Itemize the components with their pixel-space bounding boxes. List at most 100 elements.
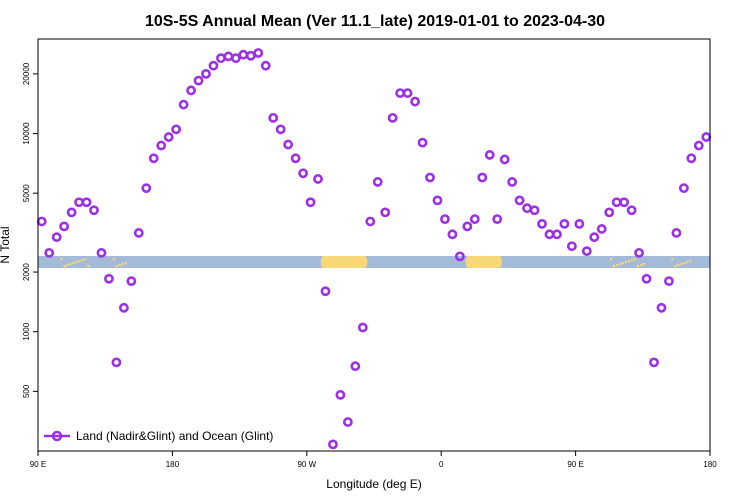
x-axis-label: Longitude (deg E) <box>326 477 421 491</box>
data-point <box>275 124 286 135</box>
data-point <box>81 197 92 208</box>
land-speck <box>642 263 646 266</box>
land-speck <box>636 265 640 268</box>
data-point <box>499 154 510 165</box>
data-point <box>641 273 652 284</box>
data-point <box>559 218 570 229</box>
data-point <box>283 139 294 150</box>
data-point <box>186 85 196 96</box>
y-tick-label: 20000 <box>22 62 31 85</box>
land-speck <box>124 262 127 265</box>
data-point <box>230 53 241 64</box>
land-speck <box>689 260 692 263</box>
data-point <box>305 197 316 208</box>
data-point <box>171 124 182 135</box>
data-point <box>581 246 592 257</box>
data-point <box>566 241 577 252</box>
data-point <box>693 140 704 151</box>
data-point <box>365 216 376 227</box>
data-point <box>193 75 204 86</box>
land-speck <box>674 265 677 268</box>
data-point <box>686 153 697 164</box>
y-axis-label: N Total <box>0 226 12 263</box>
land-speck <box>683 262 686 265</box>
land-speck <box>639 264 643 267</box>
data-point <box>163 132 174 142</box>
land-speck <box>121 263 124 266</box>
data-point <box>649 357 659 368</box>
x-tick-label: 90 E <box>30 460 46 469</box>
data-point <box>425 172 435 183</box>
land-speck <box>75 261 78 264</box>
y-tick-label: 5000 <box>22 184 31 202</box>
land-speck <box>615 264 619 267</box>
data-point <box>223 51 234 62</box>
x-tick-label: 90 E <box>567 460 583 469</box>
land-speck <box>69 263 72 266</box>
land-speck <box>624 261 628 264</box>
data-point <box>313 174 323 184</box>
data-point <box>141 183 152 194</box>
data-point <box>432 195 443 206</box>
data-point <box>51 232 62 243</box>
data-point <box>417 137 428 148</box>
data-point <box>36 216 47 227</box>
data-point <box>552 229 562 240</box>
data-point <box>611 197 622 208</box>
legend-entry-label: Land (Nadir&Glint) and Ocean (Glint) <box>76 429 273 443</box>
data-point <box>589 232 600 243</box>
land-speck <box>612 265 616 268</box>
y-tick-label: 1000 <box>22 322 31 340</box>
data-point <box>701 132 712 142</box>
data-point <box>514 195 525 206</box>
x-tick-label: 0 <box>439 460 444 469</box>
data-point <box>89 205 99 216</box>
data-point <box>537 218 547 229</box>
data-point <box>596 224 607 234</box>
land-speck <box>618 263 622 266</box>
data-point <box>245 50 256 61</box>
data-point <box>201 68 211 79</box>
data-point <box>544 229 555 240</box>
data-point <box>96 247 107 258</box>
data-point <box>634 247 644 258</box>
data-point <box>522 203 532 214</box>
data-point <box>604 207 615 218</box>
land-speck <box>630 259 634 262</box>
ocean-band <box>38 256 710 268</box>
land-speck <box>112 258 115 261</box>
data-point <box>74 197 84 208</box>
data-point <box>619 197 630 208</box>
chart-title: 10S-5S Annual Mean (Ver 11.1_late) 2019-… <box>145 13 605 30</box>
y-tick-label: 500 <box>22 384 31 398</box>
data-point <box>238 49 249 60</box>
data-point <box>298 168 308 179</box>
data-point <box>671 228 682 238</box>
data-point <box>410 96 420 107</box>
data-point <box>290 153 301 164</box>
land-ocean-strip <box>38 256 710 268</box>
data-point <box>484 150 495 160</box>
data-point <box>402 88 413 98</box>
data-point <box>208 60 219 71</box>
data-point <box>357 322 368 333</box>
y-axis: 500 1000 2000 5000 10000 20000 <box>22 62 38 398</box>
data-point <box>59 221 70 232</box>
land-speck <box>686 261 689 264</box>
data-point <box>440 214 450 225</box>
data-point <box>253 48 264 58</box>
land-speck <box>677 264 680 267</box>
legend-marker <box>51 430 63 442</box>
data-point <box>529 205 540 216</box>
data-point <box>380 207 391 218</box>
data-point <box>133 228 144 238</box>
land-segment <box>465 256 502 268</box>
data-point <box>118 302 129 313</box>
land-speck <box>87 265 90 268</box>
data-point <box>328 439 338 450</box>
data-point <box>216 53 226 64</box>
legend: Land (Nadir&Glint) and Ocean (Glint) <box>44 429 273 443</box>
land-speck <box>671 258 674 261</box>
land-speck <box>680 263 683 266</box>
